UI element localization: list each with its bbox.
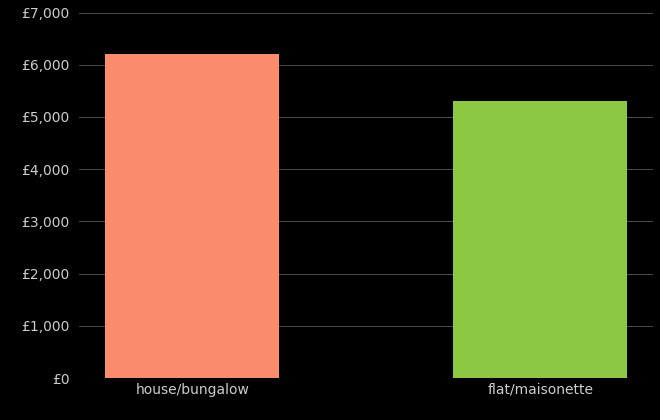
Bar	[106, 54, 279, 378]
Bar	[453, 101, 627, 378]
